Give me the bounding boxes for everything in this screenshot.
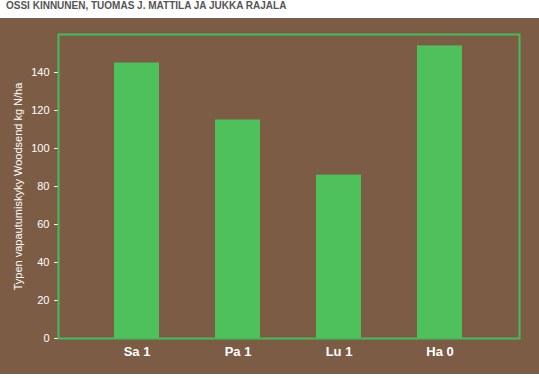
svg-text:0: 0 xyxy=(43,332,49,344)
svg-text:100: 100 xyxy=(31,142,49,154)
svg-text:Lu 1: Lu 1 xyxy=(326,344,353,359)
svg-text:Sa 1: Sa 1 xyxy=(124,344,151,359)
svg-text:Typen vapautumiskyky Woodsend: Typen vapautumiskyky Woodsend kg N/ha xyxy=(12,82,24,291)
svg-text:20: 20 xyxy=(37,294,49,306)
svg-text:Ha 0: Ha 0 xyxy=(426,344,453,359)
svg-text:80: 80 xyxy=(37,180,49,192)
svg-text:Pa 1: Pa 1 xyxy=(225,344,252,359)
svg-text:40: 40 xyxy=(37,256,49,268)
svg-text:120: 120 xyxy=(31,104,49,116)
html-text:OSSI KINNUNEN, TUOMAS J. MATTI: OSSI KINNUNEN, TUOMAS J. MATTILA JA JUKK… xyxy=(6,0,287,11)
svg-text:60: 60 xyxy=(37,218,49,230)
svg-text:140: 140 xyxy=(31,66,49,78)
